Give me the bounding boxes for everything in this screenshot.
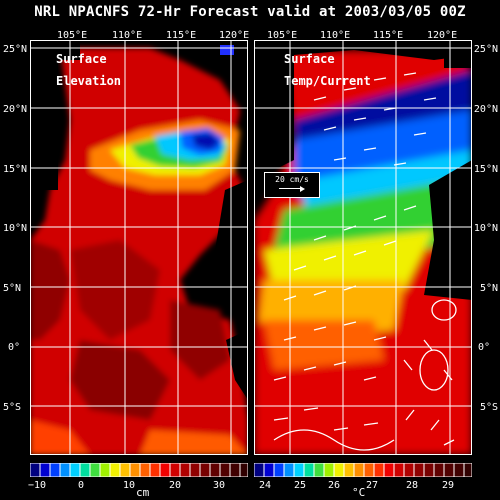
temperature-title-line2: Temp/Current [284, 74, 371, 88]
lon-label-110-right: 110°E [320, 30, 351, 41]
elevation-tick-minus10: −10 [28, 480, 47, 491]
elevation-panel: Surface Elevation [30, 40, 248, 455]
elevation-tick-0: 0 [78, 480, 85, 491]
current-scale-arrow-icon [279, 186, 305, 192]
temp-tick-24: 24 [259, 480, 272, 491]
temp-tick-25: 25 [294, 480, 307, 491]
lon-label-105: 105°E [57, 30, 88, 41]
elevation-tick-30: 30 [213, 480, 226, 491]
temperature-panel: Surface Temp/Current [254, 40, 472, 455]
lon-label-115-right: 115°E [373, 30, 404, 41]
lat-label-0-right: 0° [477, 342, 490, 353]
temperature-unit: °C [352, 486, 366, 499]
temperature-colorbar [254, 463, 472, 477]
lat-label-15: 15°N [3, 164, 28, 175]
current-scale-legend: 20 cm/s [264, 172, 320, 198]
temp-tick-27: 27 [366, 480, 379, 491]
lat-label-25: 25°N [3, 44, 28, 55]
lat-label-0: 0° [8, 342, 21, 353]
lat-label-10-right: 10°N [473, 223, 498, 234]
lon-label-115: 115°E [166, 30, 197, 41]
temp-tick-28: 28 [406, 480, 419, 491]
lon-label-120-right: 120°E [427, 30, 458, 41]
temp-tick-29: 29 [442, 480, 455, 491]
lat-label-20: 20°N [3, 104, 28, 115]
lon-label-110: 110°E [112, 30, 143, 41]
lat-label-15-right: 15°N [473, 164, 498, 175]
lat-label-5s-right: 5°S [479, 402, 498, 413]
elevation-tick-20: 20 [169, 480, 182, 491]
temperature-map [254, 40, 472, 455]
lat-label-25-right: 25°N [473, 44, 498, 55]
elevation-colorbar [30, 463, 248, 477]
temperature-title-line1: Surface [284, 52, 335, 66]
lon-label-105-right: 105°E [267, 30, 298, 41]
lat-label-5s: 5°S [3, 402, 22, 413]
temp-tick-26: 26 [328, 480, 341, 491]
elevation-title-line1: Surface [56, 52, 107, 66]
lat-label-5-right: 5°N [479, 283, 498, 294]
lat-label-20-right: 20°N [473, 104, 498, 115]
elevation-tick-10: 10 [123, 480, 136, 491]
elevation-title-line2: Elevation [56, 74, 122, 88]
current-scale-label: 20 cm/s [275, 175, 309, 184]
lat-label-10: 10°N [3, 223, 28, 234]
elevation-unit: cm [136, 486, 150, 499]
map-title: NRL NPACNFS 72-Hr Forecast valid at 2003… [34, 4, 466, 20]
lat-label-5: 5°N [3, 283, 22, 294]
lon-label-120: 120°E [219, 30, 250, 41]
elevation-map [30, 40, 248, 455]
